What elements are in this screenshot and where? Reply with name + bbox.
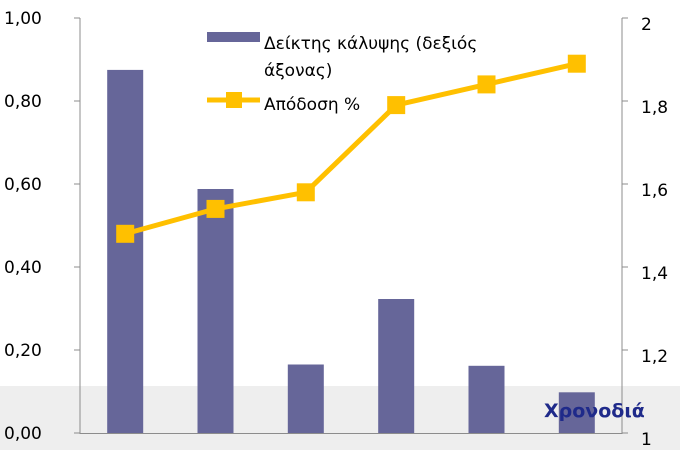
bar-2 xyxy=(197,189,234,433)
left-tick-label: 0,80 xyxy=(4,92,42,112)
legend-bar-label-line2: άξονας) xyxy=(264,61,332,81)
right-tick-label: 1,8 xyxy=(641,98,668,118)
right-tick-label: 1 xyxy=(641,430,652,450)
legend-bar-label-line1: Δείκτης κάλυψης (δεξιός xyxy=(264,34,477,54)
right-axis-ticks: 1 1,2 1,4 1,6 1,8 2 xyxy=(622,15,668,450)
legend-bar-swatch xyxy=(207,32,260,42)
right-tick-label: 1,4 xyxy=(641,264,668,284)
left-tick-label: 0,40 xyxy=(4,258,42,278)
line-series-group xyxy=(116,54,586,243)
line-point-6 xyxy=(567,54,586,73)
line-point-4 xyxy=(387,96,406,115)
left-tick-label: 0,20 xyxy=(4,341,42,361)
bar-4 xyxy=(378,299,415,433)
left-axis-ticks: 0,00 0,20 0,40 0,60 0,80 1,00 xyxy=(4,9,80,444)
bars-group xyxy=(107,69,595,434)
line-series-path xyxy=(124,61,578,237)
bar-1 xyxy=(107,69,144,434)
line-point-2 xyxy=(206,199,225,218)
right-tick-label: 2 xyxy=(641,15,652,35)
legend-line-label: Απόδοση % xyxy=(264,95,360,115)
line-point-5 xyxy=(477,75,496,94)
line-point-1 xyxy=(116,224,135,243)
legend-line-marker xyxy=(226,92,242,108)
left-tick-label: 1,00 xyxy=(4,9,42,29)
overlay-text: Χρονοδιά xyxy=(544,400,645,422)
left-tick-label: 0,60 xyxy=(4,175,42,195)
bar-5 xyxy=(468,365,505,433)
bar-3 xyxy=(287,364,324,433)
legend: Δείκτης κάλυψης (δεξιός άξονας) Απόδοση … xyxy=(207,32,477,115)
bar-6 xyxy=(558,392,595,433)
line-point-3 xyxy=(296,183,315,202)
right-tick-label: 1,2 xyxy=(641,347,668,367)
left-tick-label: 0,00 xyxy=(4,424,42,444)
right-tick-label: 1,6 xyxy=(641,181,668,201)
